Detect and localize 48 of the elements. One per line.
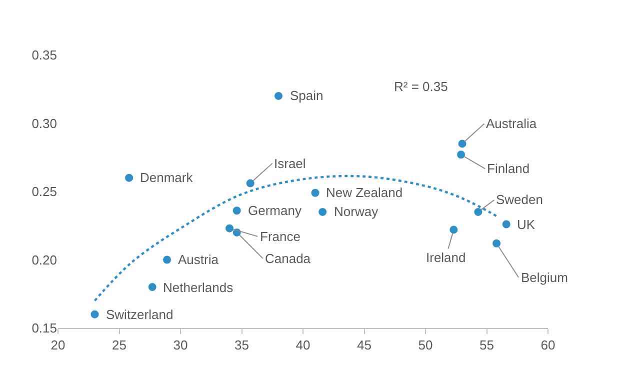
point [90, 310, 99, 318]
annotation: R² = 0.35 [394, 79, 448, 94]
y-tick-label: 0.30 [32, 116, 57, 131]
point [311, 188, 320, 197]
point [125, 174, 134, 182]
point [457, 150, 466, 159]
y-tick-label: 0.20 [32, 252, 57, 268]
x-tick-label: 25 [112, 338, 126, 353]
annotation: Norway [334, 204, 379, 219]
annotation: Austria [178, 252, 220, 267]
point [458, 140, 466, 148]
annotation: New Zealand [326, 185, 403, 200]
point [318, 208, 327, 216]
x-tick-label: 30 [173, 338, 188, 353]
point [246, 179, 254, 188]
point [274, 92, 282, 100]
annotation: Switzerland [106, 307, 174, 322]
x-tick-label: 45 [357, 338, 372, 353]
x-tick-label: 60 [540, 338, 556, 353]
annotation: Ireland [426, 250, 466, 265]
point [163, 256, 172, 264]
y-tick-label: 0.35 [32, 48, 57, 63]
y-tick-label: 0.15 [32, 320, 57, 336]
annotation: Spain [290, 88, 324, 103]
point [502, 220, 510, 228]
point [492, 239, 501, 248]
x-tick-label: 35 [234, 338, 249, 353]
annotation: Sweden [496, 192, 543, 207]
point [474, 208, 482, 216]
point [226, 224, 234, 232]
annotation: UK [517, 217, 536, 232]
annotation: Australia [486, 116, 538, 131]
annotation: Belgium [521, 270, 568, 285]
annotation: Finland [487, 161, 530, 176]
annotation: France [260, 229, 300, 244]
x-tick-label: 20 [50, 338, 66, 353]
point [232, 206, 241, 215]
y-tick-label: 0.25 [32, 184, 57, 200]
annotation: Israel [274, 156, 306, 171]
annotation: Netherlands [163, 280, 234, 295]
x-tick-label: 55 [480, 338, 494, 353]
annotation: Canada [265, 251, 312, 266]
annotation: Denmark [140, 170, 194, 185]
x-tick-label: 50 [418, 338, 433, 353]
point [450, 226, 458, 234]
annotation: Germany [248, 203, 302, 218]
point [148, 283, 156, 292]
x-tick-label: 40 [296, 338, 310, 353]
